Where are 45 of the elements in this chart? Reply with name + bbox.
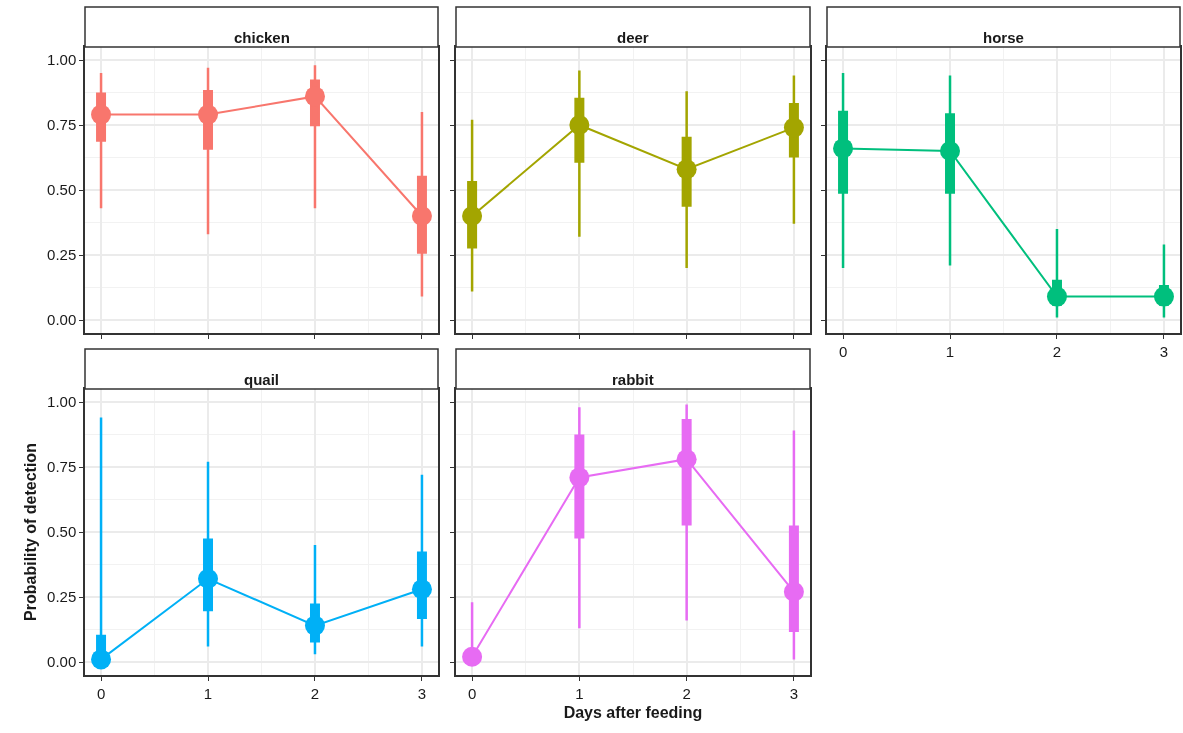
x-tick-label: 1 <box>203 684 213 702</box>
x-axis-title: Days after feeding <box>563 703 703 721</box>
y-tick-label: 0.25 <box>47 588 77 606</box>
point <box>198 568 219 589</box>
x-tick-label: 2 <box>1052 342 1062 360</box>
point <box>783 581 804 602</box>
point <box>304 86 325 107</box>
x-tick-label: 0 <box>838 342 848 360</box>
x-tick-label: 3 <box>789 684 799 702</box>
y-tick-label: 1.00 <box>47 51 77 69</box>
y-tick-label: 0.00 <box>47 311 77 329</box>
point <box>411 206 432 226</box>
y-tick-label: 0.50 <box>47 181 77 199</box>
x-tick-label: 2 <box>310 684 320 702</box>
x-tick-label: 0 <box>96 684 106 702</box>
point <box>91 649 112 670</box>
x-tick-label: 3 <box>417 684 427 702</box>
x-tick-label: 1 <box>575 684 584 702</box>
chart-title: chicken <box>234 29 290 46</box>
point <box>569 115 590 135</box>
x-tick-label: 2 <box>682 684 691 702</box>
y-tick-label: 0.75 <box>47 458 77 476</box>
point <box>411 579 432 600</box>
x-tick-label: 1 <box>945 342 955 360</box>
chart-title: deer <box>617 29 649 46</box>
y-tick-label: 0.75 <box>47 116 77 134</box>
x-tick-label: 3 <box>1159 342 1169 360</box>
y-tick-label: 1.00 <box>47 393 77 411</box>
y-tick-label: 0.00 <box>47 653 77 671</box>
point <box>304 615 325 636</box>
point <box>783 117 804 138</box>
point <box>91 104 112 125</box>
chart-title: rabbit <box>612 371 654 388</box>
y-tick-label: 0.25 <box>47 246 77 264</box>
point <box>198 104 219 125</box>
x-tick-label: 0 <box>467 684 477 702</box>
y-axis-title: Probability of detection <box>22 443 40 621</box>
chart-title: quail <box>244 371 280 388</box>
y-tick-label: 0.50 <box>47 523 77 541</box>
point <box>462 206 483 226</box>
point <box>462 646 483 667</box>
point <box>676 159 697 180</box>
chart-title: horse <box>983 29 1024 46</box>
point <box>569 467 590 488</box>
point <box>676 449 697 470</box>
